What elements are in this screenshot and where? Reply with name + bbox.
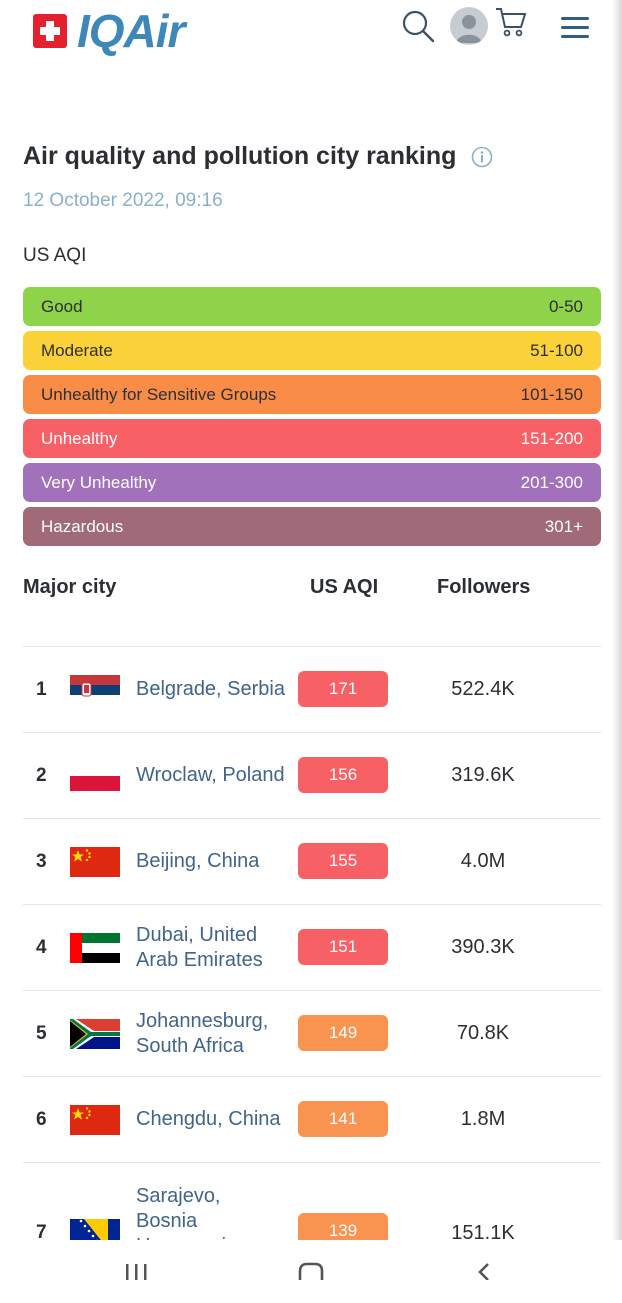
search-icon[interactable]: [400, 8, 436, 44]
user-avatar-icon[interactable]: [450, 7, 488, 45]
table-row[interactable]: 3 Beijing, China 155 4.0M: [23, 818, 601, 904]
scale-label: Moderate: [41, 340, 113, 360]
column-header-followers[interactable]: Followers: [437, 576, 531, 598]
scroll-edge: [612, 0, 622, 1240]
china-flag-icon: [70, 1105, 120, 1135]
scale-row-very-unhealthy: Very Unhealthy 201-300: [23, 463, 601, 502]
city-link[interactable]: Wroclaw, Poland: [136, 764, 285, 786]
rank-number: 5: [36, 1023, 47, 1044]
followers-count: 4.0M: [460, 850, 506, 872]
recent-apps-icon[interactable]: [124, 1262, 150, 1280]
scale-label: Unhealthy: [41, 428, 118, 448]
rank-number: 1: [36, 679, 47, 700]
scale-label: Hazardous: [41, 516, 124, 536]
cart-icon[interactable]: [494, 5, 528, 39]
followers-count: 1.8M: [460, 1108, 506, 1130]
city-ranking-table: 1 Belgrade, Serbia 171 522.4K 2 Wroclaw,…: [23, 646, 601, 1273]
aqi-scale: Good 0-50 Moderate 51-100 Unhealthy for …: [23, 287, 601, 551]
scale-row-moderate: Moderate 51-100: [23, 331, 601, 370]
page-title: Air quality and pollution city ranking: [23, 142, 457, 170]
home-icon[interactable]: [297, 1262, 325, 1280]
serbia-flag-icon: [70, 675, 120, 705]
info-icon[interactable]: [471, 146, 493, 168]
ranking-date: 12 October 2022, 09:16: [23, 190, 223, 211]
column-header-aqi[interactable]: US AQI: [310, 576, 379, 598]
column-header-city[interactable]: Major city: [23, 576, 117, 598]
scale-label: Very Unhealthy: [41, 472, 157, 492]
swiss-flag-icon: [33, 14, 67, 48]
scale-row-good: Good 0-50: [23, 287, 601, 326]
followers-count: 390.3K: [451, 936, 515, 958]
aqi-badge: 141: [298, 1101, 388, 1137]
scale-label: Good: [41, 296, 83, 316]
city-link[interactable]: Dubai, United Arab Emirates: [136, 923, 263, 971]
scale-range: 201-300: [520, 472, 583, 492]
city-link[interactable]: Johannesburg, South Africa: [136, 1009, 269, 1057]
aqi-badge: 156: [298, 757, 388, 793]
table-row[interactable]: 4 Dubai, United Arab Emirates 151 390.3K: [23, 904, 601, 990]
city-link[interactable]: Beijing, China: [136, 850, 260, 872]
followers-count: 70.8K: [456, 1022, 510, 1044]
iqair-logo[interactable]: IQAir: [33, 5, 185, 57]
south-africa-flag-icon: [70, 1019, 120, 1049]
scale-row-unhealthy: Unhealthy 151-200: [23, 419, 601, 458]
china-flag-icon: [70, 847, 120, 877]
scale-row-hazardous: Hazardous 301+: [23, 507, 601, 546]
aqi-scale-heading: US AQI: [23, 245, 87, 266]
aqi-badge: 149: [298, 1015, 388, 1051]
aqi-badge: 155: [298, 843, 388, 879]
scale-label: Unhealthy for Sensitive Groups: [41, 384, 277, 404]
system-nav-bar: [0, 1240, 622, 1280]
followers-count: 522.4K: [451, 678, 515, 700]
scale-range: 151-200: [520, 428, 583, 448]
uae-flag-icon: [70, 933, 120, 963]
followers-count: 319.6K: [451, 764, 515, 786]
scale-range: 101-150: [520, 384, 583, 404]
menu-icon[interactable]: [559, 14, 591, 42]
rank-number: 6: [36, 1109, 47, 1130]
aqi-badge: 171: [298, 671, 388, 707]
rank-number: 3: [36, 851, 47, 872]
followers-count: 151.1K: [451, 1222, 515, 1244]
back-icon[interactable]: [474, 1262, 494, 1280]
city-link[interactable]: Belgrade, Serbia: [136, 678, 285, 700]
scale-range: 0-50: [548, 296, 583, 316]
rank-number: 4: [36, 937, 47, 958]
scale-row-unhealthy-sensitive: Unhealthy for Sensitive Groups 101-150: [23, 375, 601, 414]
logo-text: IQAir: [77, 5, 185, 57]
rank-number: 7: [36, 1222, 47, 1243]
table-row[interactable]: 6 Chengdu, China 141 1.8M: [23, 1076, 601, 1162]
top-header: IQAir: [0, 0, 612, 58]
rank-number: 2: [36, 765, 47, 786]
table-row[interactable]: 1 Belgrade, Serbia 171 522.4K: [23, 646, 601, 732]
city-link[interactable]: Chengdu, China: [136, 1108, 281, 1130]
scale-range: 51-100: [530, 340, 583, 360]
aqi-badge: 151: [298, 929, 388, 965]
table-row[interactable]: 2 Wroclaw, Poland 156 319.6K: [23, 732, 601, 818]
table-row[interactable]: 5 Johannesburg, South Africa 149 70.8K: [23, 990, 601, 1076]
poland-flag-icon: [70, 761, 120, 791]
scale-range: 301+: [544, 516, 583, 536]
